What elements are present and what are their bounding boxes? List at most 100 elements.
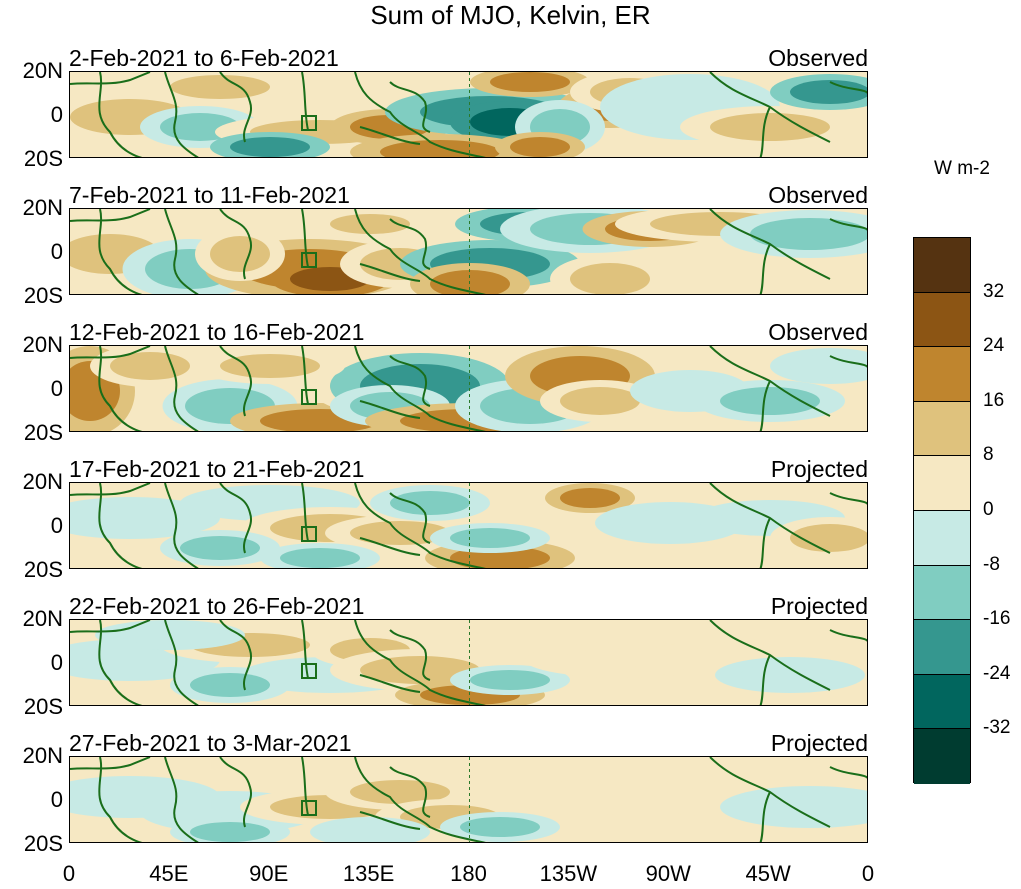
anomaly-blob	[190, 673, 270, 697]
latitude-label: 20N	[22, 58, 63, 83]
coastline	[219, 620, 253, 691]
legend-tick-label: 32	[983, 280, 1005, 302]
coastline	[389, 766, 431, 818]
legend-tick-label: 24	[983, 335, 1005, 357]
latitude-label: 0	[50, 102, 63, 127]
panel-status: Projected	[770, 593, 868, 619]
coastline	[709, 346, 831, 431]
latitude-label: 20S	[23, 420, 63, 445]
anomaly-blob	[750, 793, 867, 821]
legend-color-segment	[914, 511, 970, 566]
anomaly-blob	[70, 504, 190, 532]
anomaly-blob	[230, 137, 310, 157]
coastline	[301, 757, 317, 816]
latitude-label: 20S	[23, 146, 63, 171]
legend-tick-label: 16	[983, 389, 1005, 411]
coastline	[709, 72, 831, 157]
anomaly-blob	[560, 488, 620, 508]
latitude-label: 20S	[23, 694, 63, 719]
anomaly-blob	[360, 656, 480, 684]
coastline	[829, 218, 867, 231]
coastline	[354, 620, 486, 705]
anomaly-blob	[510, 137, 570, 157]
legend-color-segment	[914, 565, 970, 621]
legend-color-segment	[914, 620, 970, 675]
anomaly-field	[70, 483, 867, 568]
coastline	[70, 72, 151, 157]
color-legend-bar	[913, 237, 971, 784]
coastline	[359, 811, 421, 830]
latitude-label: 20N	[22, 469, 63, 494]
panel-date-range: 27-Feb-2021 to 3-Mar-2021	[69, 730, 352, 756]
coastline	[829, 492, 867, 505]
legend-tick-label: -32	[983, 717, 1011, 739]
longitude-axis: 0 45E 90E 135E 180 135W 90W 45W 0	[63, 861, 874, 888]
coastline	[354, 346, 486, 431]
anomaly-map	[69, 482, 868, 569]
coastline	[709, 620, 831, 705]
latitude-label: 20N	[22, 743, 63, 768]
coastline	[164, 346, 199, 431]
panel-status: Observed	[768, 45, 868, 71]
anomaly-field	[70, 757, 867, 842]
anomaly-blob	[720, 387, 820, 415]
coastline	[164, 483, 199, 568]
anomaly-blob	[460, 817, 540, 837]
coastline	[359, 400, 421, 419]
legend-tick-label: -8	[983, 553, 1000, 575]
coastline	[389, 218, 431, 270]
coastline	[354, 72, 486, 157]
coastline	[219, 346, 253, 417]
coastline	[709, 483, 831, 568]
latitude-label: 20S	[23, 283, 63, 308]
map-panel: 17-Feb-2021 to 21-Feb-2021 Projected 20N 0 2…	[23, 456, 868, 581]
longitude-tick-label: 135W	[539, 861, 598, 886]
anomaly-map	[69, 71, 868, 158]
panel-date-range: 17-Feb-2021 to 21-Feb-2021	[69, 456, 365, 482]
longitude-tick-label: 90E	[249, 861, 289, 886]
coastline	[70, 757, 151, 842]
anomaly-blob	[450, 528, 530, 548]
longitude-tick-label: 0	[62, 861, 76, 886]
coastline	[389, 81, 431, 133]
longitude-tick-label: 0	[861, 861, 875, 886]
anomaly-blob	[210, 236, 270, 272]
panel-status: Projected	[770, 456, 868, 482]
anomaly-map	[69, 208, 868, 295]
map-panel: 22-Feb-2021 to 26-Feb-2021 Projected 20N 0 2…	[23, 593, 868, 718]
coastline	[359, 126, 421, 145]
coastline	[219, 209, 253, 280]
longitude-tick-label: 135E	[342, 861, 395, 886]
legend-unit-label: W m-2	[934, 158, 990, 179]
latitude-label: 0	[50, 650, 63, 675]
figure-title: Sum of MJO, Kelvin, ER	[370, 0, 651, 30]
coastline	[301, 209, 317, 268]
coastline	[829, 629, 867, 642]
coastline	[709, 209, 831, 294]
anomaly-map	[69, 345, 868, 432]
coastline	[301, 72, 317, 131]
anomaly-field	[70, 72, 867, 157]
panel-status: Projected	[770, 730, 868, 756]
anomaly-blob	[750, 218, 867, 250]
anomaly-blob	[180, 536, 260, 560]
anomaly-blob	[170, 75, 270, 99]
coastline	[219, 483, 253, 554]
panel-date-range: 2-Feb-2021 to 6-Feb-2021	[69, 45, 339, 71]
map-panel: 7-Feb-2021 to 11-Feb-2021 Observed 20N 0 20S	[23, 182, 868, 307]
latitude-label: 0	[50, 787, 63, 812]
coastline	[164, 757, 199, 842]
map-panel: 12-Feb-2021 to 16-Feb-2021 Observed 20N 0 20…	[23, 319, 868, 444]
coastline	[219, 757, 253, 828]
anomaly-blob	[190, 822, 270, 842]
legend-color-segment	[914, 292, 970, 348]
coastline	[301, 346, 317, 405]
legend-color-segment	[914, 401, 970, 457]
anomaly-blob	[490, 72, 570, 92]
coastline	[164, 620, 199, 705]
latitude-label: 0	[50, 513, 63, 538]
legend-tick-label: -16	[983, 608, 1011, 630]
anomaly-blob	[470, 670, 550, 690]
anomaly-blob	[740, 663, 840, 687]
map-panel: 2-Feb-2021 to 6-Feb-2021 Observed 20N 0 20S	[23, 45, 868, 170]
